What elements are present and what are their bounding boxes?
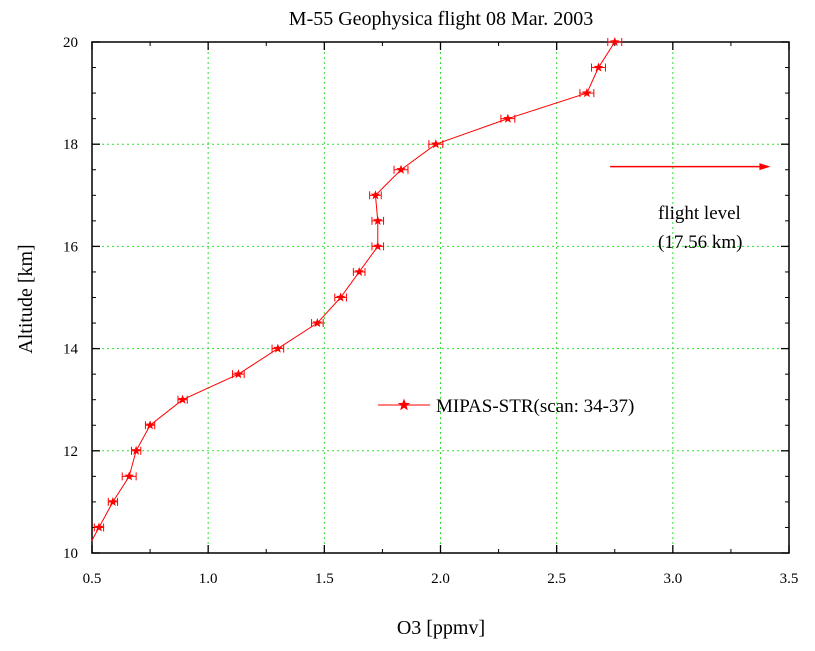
data-series (91, 37, 623, 542)
chart-title: M-55 Geophysica flight 08 Mar. 2003 (289, 8, 593, 30)
data-point (335, 292, 346, 302)
data-point (354, 266, 364, 276)
data-point (108, 496, 118, 506)
data-point (609, 37, 620, 47)
x-axis-label: O3 [ppmv] (397, 617, 485, 639)
data-point (145, 420, 155, 430)
x-tick-label: 1.5 (315, 571, 334, 587)
legend: MIPAS-STR(scan: 34-37) (378, 396, 634, 417)
y-tick-label: 14 (63, 342, 79, 358)
x-tick-label: 2.0 (431, 571, 450, 587)
legend-label: MIPAS-STR(scan: 34-37) (436, 396, 634, 417)
x-tick-label: 3.0 (663, 571, 682, 587)
data-point (273, 343, 283, 353)
data-point (582, 88, 592, 98)
data-point (503, 113, 513, 123)
y-tick-label: 10 (63, 546, 78, 562)
y-tick-label: 12 (63, 444, 78, 460)
data-point (177, 394, 188, 404)
x-tick-label: 1.0 (199, 571, 218, 587)
flight-level-value: (17.56 km) (658, 232, 742, 253)
flight-level-label: flight level (658, 203, 741, 224)
y-axis-label: Altitude [km] (15, 244, 37, 353)
axis-ticks: 0.5 1.0 1.5 2.0 2.5 3.0 3.5 10 12 14 16 18 20 (63, 35, 798, 587)
data-point (94, 522, 104, 532)
x-tick-label: 0.5 (83, 571, 102, 587)
x-tick-label: 3.5 (780, 571, 799, 587)
data-point (593, 62, 604, 72)
data-point (431, 139, 441, 149)
x-tick-label: 2.5 (547, 571, 566, 587)
flight-level-arrow-head (759, 163, 771, 171)
annotation: flight level (17.56 km) (610, 163, 771, 253)
series-line (91, 41, 616, 542)
y-tick-label: 20 (63, 35, 78, 51)
data-point (124, 471, 134, 481)
data-point (396, 164, 406, 174)
legend-star-marker (397, 398, 411, 411)
data-point (312, 318, 323, 328)
data-point (373, 241, 383, 251)
grid (92, 42, 789, 553)
data-point (373, 215, 383, 225)
data-point (131, 445, 141, 455)
y-tick-label: 16 (63, 239, 79, 255)
data-point (233, 369, 244, 379)
y-tick-label: 18 (63, 137, 78, 153)
data-point (370, 190, 381, 200)
